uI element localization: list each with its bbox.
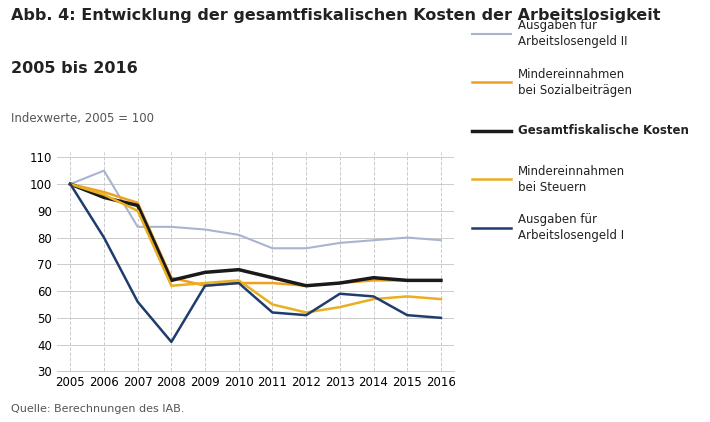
Text: 2005 bis 2016: 2005 bis 2016 bbox=[11, 61, 138, 76]
Text: Abb. 4: Entwicklung der gesamtfiskalischen Kosten der Arbeitslosigkeit: Abb. 4: Entwicklung der gesamtfiskalisch… bbox=[11, 8, 660, 24]
Text: Mindereinnahmen
bei Steuern: Mindereinnahmen bei Steuern bbox=[518, 165, 626, 194]
Text: Quelle: Berechnungen des IAB.: Quelle: Berechnungen des IAB. bbox=[11, 403, 184, 414]
Text: Gesamtfiskalische Kosten: Gesamtfiskalische Kosten bbox=[518, 124, 689, 137]
Text: Mindereinnahmen
bei Sozialbeiträgen: Mindereinnahmen bei Sozialbeiträgen bbox=[518, 68, 633, 97]
Text: Ausgaben für
Arbeitslosengeld I: Ausgaben für Arbeitslosengeld I bbox=[518, 214, 624, 242]
Text: Indexwerte, 2005 = 100: Indexwerte, 2005 = 100 bbox=[11, 112, 153, 125]
Text: Ausgaben für
Arbeitslosengeld II: Ausgaben für Arbeitslosengeld II bbox=[518, 19, 628, 48]
